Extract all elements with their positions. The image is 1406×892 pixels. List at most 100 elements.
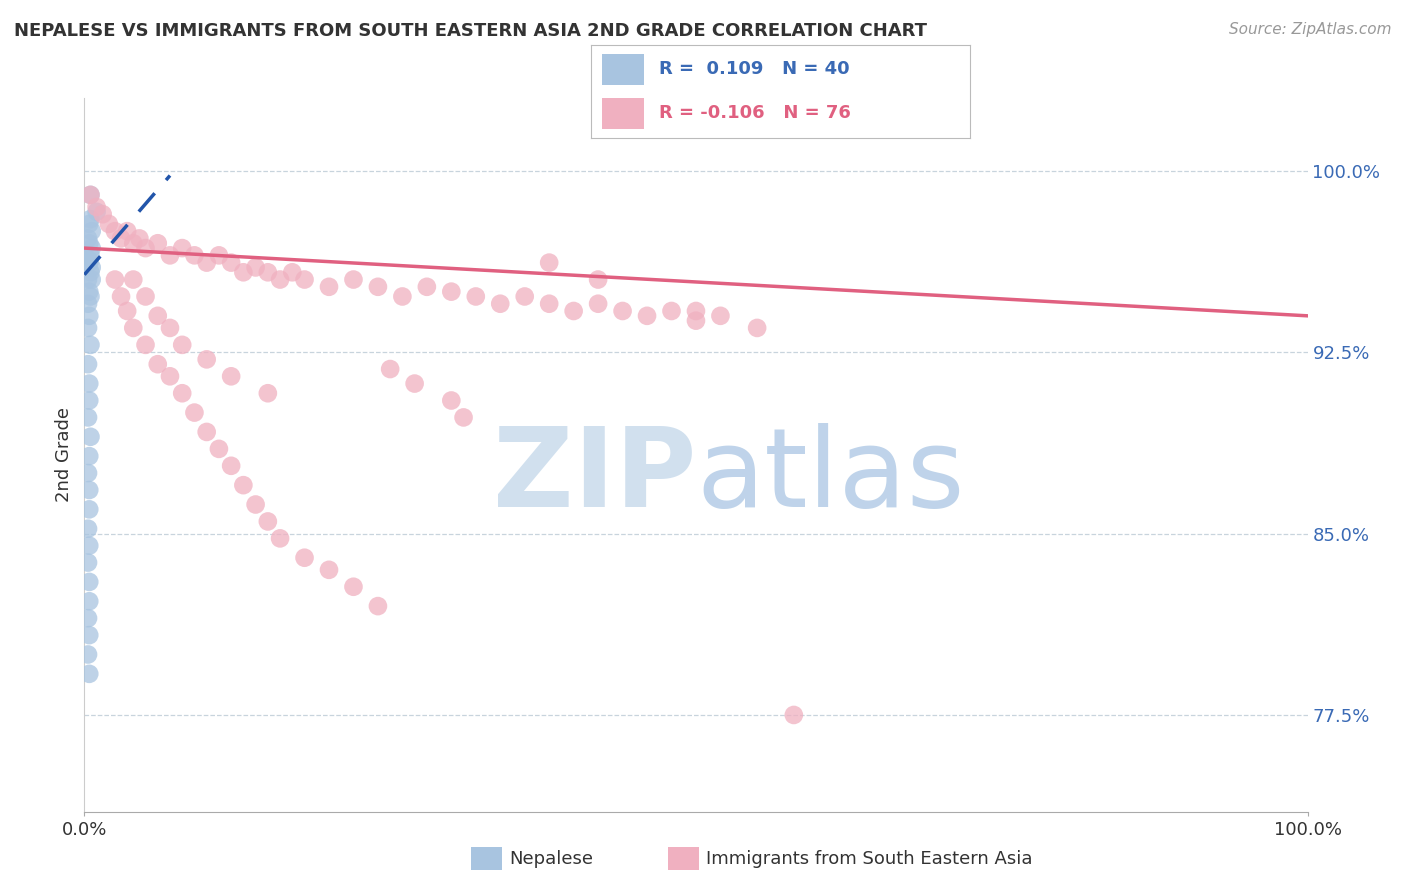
Point <box>183 406 205 420</box>
Point <box>391 289 413 303</box>
Point <box>342 580 364 594</box>
Point <box>77 321 100 335</box>
Point <box>146 236 169 251</box>
Point <box>208 442 231 456</box>
Point <box>257 515 280 529</box>
Point <box>128 231 150 245</box>
Point <box>77 410 100 425</box>
Point <box>269 272 291 286</box>
Point <box>195 425 218 439</box>
Y-axis label: 2nd Grade: 2nd Grade <box>55 408 73 502</box>
Point <box>440 285 463 299</box>
Point <box>110 289 132 303</box>
Point <box>612 304 634 318</box>
Point <box>380 362 402 376</box>
Point <box>79 265 101 279</box>
Point <box>79 430 101 444</box>
Bar <box>602 54 644 85</box>
Point <box>79 212 101 227</box>
Point <box>122 272 145 286</box>
Point <box>77 466 100 480</box>
Text: R = -0.106   N = 76: R = -0.106 N = 76 <box>659 104 851 122</box>
Point <box>453 410 475 425</box>
Point <box>115 304 138 318</box>
Point <box>318 280 340 294</box>
Point <box>79 338 101 352</box>
Point <box>115 224 138 238</box>
Point <box>208 248 231 262</box>
Point <box>77 449 100 463</box>
Point <box>318 563 340 577</box>
Point <box>122 321 145 335</box>
Point <box>404 376 426 391</box>
Point <box>257 386 280 401</box>
Point <box>77 628 100 642</box>
Point <box>562 304 585 318</box>
Point <box>709 309 731 323</box>
Point <box>77 574 100 589</box>
Point <box>269 532 291 546</box>
Point <box>77 539 100 553</box>
Point <box>97 217 120 231</box>
Point <box>159 321 181 335</box>
Text: Nepalese: Nepalese <box>509 850 593 868</box>
Point <box>79 289 101 303</box>
Point <box>172 338 194 352</box>
Point <box>367 599 389 613</box>
Bar <box>602 98 644 129</box>
Point <box>195 255 218 269</box>
Point <box>294 272 316 286</box>
Point <box>685 304 707 318</box>
Point <box>257 265 280 279</box>
Point <box>77 253 100 268</box>
Text: Source: ZipAtlas.com: Source: ZipAtlas.com <box>1229 22 1392 37</box>
Point <box>77 357 100 371</box>
Point <box>110 231 132 245</box>
Point <box>636 309 658 323</box>
Point <box>538 297 561 311</box>
Point <box>79 248 101 262</box>
Point <box>135 289 157 303</box>
Point <box>80 241 103 255</box>
Point <box>77 285 100 299</box>
Point <box>77 272 100 286</box>
Point <box>77 393 100 408</box>
Point <box>146 309 169 323</box>
Point <box>77 522 100 536</box>
Point <box>367 280 389 294</box>
Point <box>104 224 127 238</box>
Point <box>464 289 486 303</box>
Point <box>159 248 181 262</box>
Point <box>77 297 100 311</box>
Point <box>245 260 267 275</box>
Point <box>77 309 100 323</box>
Point <box>661 304 683 318</box>
Point <box>195 352 218 367</box>
Point <box>77 376 100 391</box>
Point <box>77 253 100 268</box>
Point <box>80 272 103 286</box>
Point <box>79 187 101 202</box>
Point <box>86 200 108 214</box>
Point <box>135 241 157 255</box>
Point <box>77 502 100 516</box>
Point <box>747 321 769 335</box>
Point <box>77 594 100 608</box>
Point <box>122 236 145 251</box>
Point <box>80 224 103 238</box>
Point <box>172 241 194 255</box>
Point <box>538 255 561 269</box>
Point <box>183 248 205 262</box>
Point <box>783 708 806 723</box>
Point <box>586 297 609 311</box>
Point <box>219 369 242 384</box>
Point <box>79 187 101 202</box>
Point <box>219 255 242 269</box>
Point <box>91 207 114 221</box>
Point <box>440 393 463 408</box>
Point <box>281 265 304 279</box>
Point <box>77 483 100 497</box>
Point <box>685 313 707 327</box>
Text: ZIP: ZIP <box>492 423 696 530</box>
Point <box>77 255 100 269</box>
